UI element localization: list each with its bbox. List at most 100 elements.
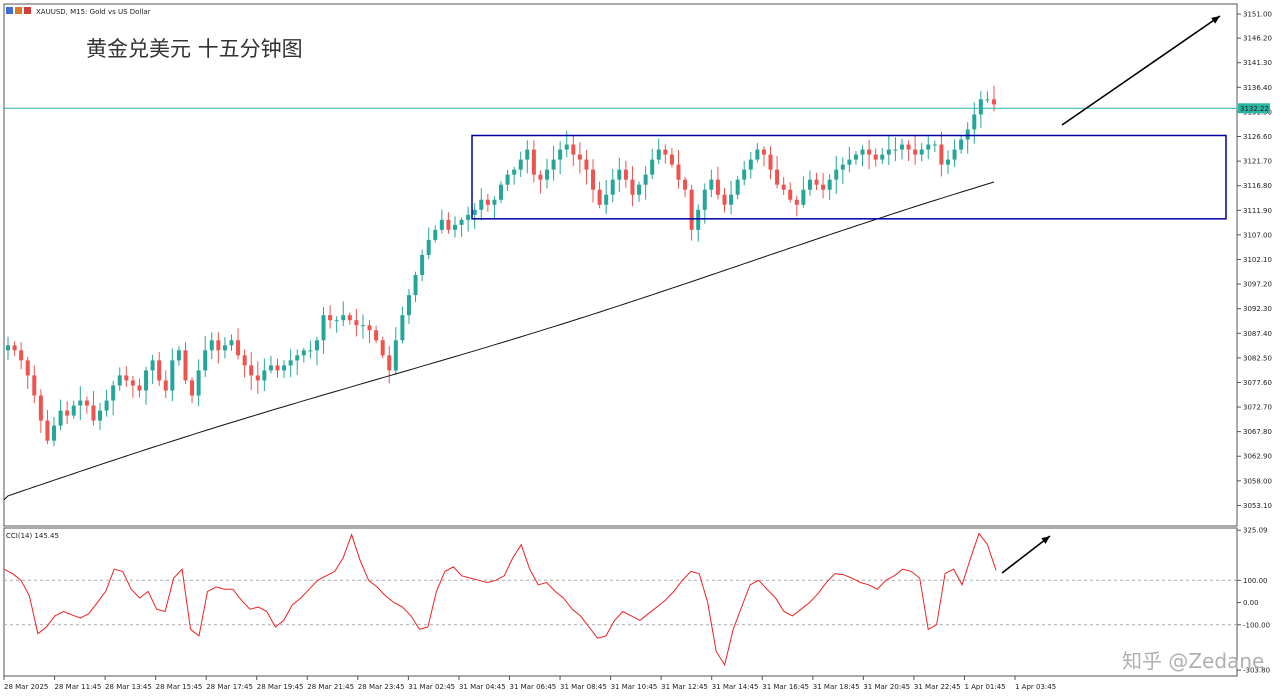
candle-body	[242, 355, 247, 366]
candle-body	[538, 174, 543, 180]
candle-body	[867, 149, 872, 155]
cci-label: CCI(14) 145.45	[6, 532, 59, 540]
candle-body	[623, 169, 628, 180]
symbol-icon-3	[24, 7, 31, 14]
candle-body	[722, 194, 727, 205]
candle-body	[853, 154, 858, 160]
candle-body	[735, 179, 740, 195]
candle-body	[163, 380, 168, 391]
candle-body	[807, 179, 812, 190]
candle-body	[512, 169, 517, 175]
candle-body	[104, 400, 109, 411]
candle-body	[12, 345, 17, 351]
candle-body	[926, 144, 931, 150]
candle-body	[144, 370, 149, 391]
time-axis-label: 28 Mar 19:45	[257, 683, 304, 691]
candle-body	[137, 385, 142, 391]
cci-axis-label: -100.00	[1243, 621, 1270, 629]
current-price-label: 3132.22	[1240, 105, 1269, 113]
candle-body	[860, 149, 865, 155]
candle-body	[492, 199, 497, 205]
time-axis-label: 28 Mar 15:45	[156, 683, 203, 691]
candle-body	[367, 325, 372, 331]
candle-body	[821, 184, 826, 190]
candle-body	[729, 194, 734, 205]
candle-body	[840, 164, 845, 170]
candle-body	[229, 340, 234, 346]
candle-body	[676, 164, 681, 180]
price-axis-label: 3102.10	[1243, 256, 1272, 264]
candle-body	[387, 355, 392, 371]
candle-body	[696, 209, 701, 230]
candle-body	[216, 340, 221, 351]
candle-body	[919, 149, 924, 155]
time-axis-label: 31 Mar 04:45	[459, 683, 506, 691]
price-axis-label: 3082.50	[1243, 354, 1272, 362]
candle-body	[176, 350, 181, 361]
moving-average-line	[3, 181, 995, 501]
candle-body	[715, 179, 720, 195]
candle-body	[360, 325, 365, 327]
candle-body	[545, 169, 550, 180]
candle-body	[702, 189, 707, 210]
watermark: 知乎 @Zedane	[1122, 649, 1264, 673]
candle-body	[584, 159, 589, 170]
candle-body	[275, 365, 280, 371]
candle-body	[571, 144, 576, 155]
candle-body	[755, 149, 760, 160]
cci-axis-label: 325.09	[1243, 527, 1268, 535]
price-axis-label: 3067.80	[1243, 428, 1272, 436]
time-axis-label: 31 Mar 08:45	[560, 683, 607, 691]
candle-body	[834, 169, 839, 180]
candle-body	[157, 360, 162, 381]
candle-body	[393, 340, 398, 371]
candle-body	[952, 149, 957, 160]
time-axis-label: 28 Mar 13:45	[105, 683, 152, 691]
candle-body	[58, 410, 63, 426]
time-axis-label: 31 Mar 16:45	[762, 683, 809, 691]
candle-body	[84, 400, 89, 406]
candle-body	[485, 199, 490, 205]
time-axis-label: 31 Mar 02:45	[408, 683, 455, 691]
candle-body	[209, 340, 214, 351]
cci-line	[3, 532, 997, 667]
candle-body	[328, 315, 333, 321]
candle-body	[893, 149, 898, 151]
cci-axis-label: -303.80	[1243, 667, 1270, 675]
main-price-panel[interactable]: 3151.003146.203141.303136.403131.503126.…	[3, 3, 1272, 527]
candle-body	[400, 315, 405, 341]
candle-body	[683, 179, 688, 190]
symbol-icon-2	[15, 7, 22, 14]
candle-body	[98, 410, 103, 421]
chart-title: 黄金兑美元 十五分钟图	[86, 37, 303, 61]
candle-body	[965, 129, 970, 140]
time-axis-label: 1 Apr 03:45	[1015, 683, 1056, 691]
candle-body	[663, 149, 668, 155]
candle-body	[426, 239, 431, 255]
candle-body	[939, 144, 944, 165]
candle-body	[190, 380, 195, 396]
candle-body	[413, 275, 418, 296]
current-price-badge	[1238, 103, 1270, 114]
time-axis-label: 1 Apr 01:45	[964, 683, 1005, 691]
candle-body	[827, 179, 832, 190]
candle-body	[788, 189, 793, 200]
candle-body	[268, 365, 273, 371]
candle-body	[262, 370, 267, 381]
price-axis-label: 3126.60	[1243, 133, 1272, 141]
candle-body	[577, 154, 582, 160]
candle-body	[992, 99, 996, 105]
candle-body	[650, 159, 655, 175]
cci-panel[interactable]: 28 Mar 2025 28 Mar 11:45 28 Mar 13:45 28 Ma…	[3, 527, 1270, 691]
candle-body	[630, 179, 635, 195]
price-axis-label: 3077.60	[1243, 379, 1272, 387]
price-axis-label: 3072.70	[1243, 404, 1272, 412]
chart-header: XAUUSD, M15: Gold vs US Dollar	[6, 7, 151, 16]
price-axis-label: 3097.20	[1243, 281, 1272, 289]
candle-body	[354, 320, 359, 326]
candle-body	[65, 410, 70, 416]
candle-body	[525, 149, 530, 160]
price-axis-label: 3121.70	[1243, 158, 1272, 166]
candle-body	[978, 99, 983, 115]
